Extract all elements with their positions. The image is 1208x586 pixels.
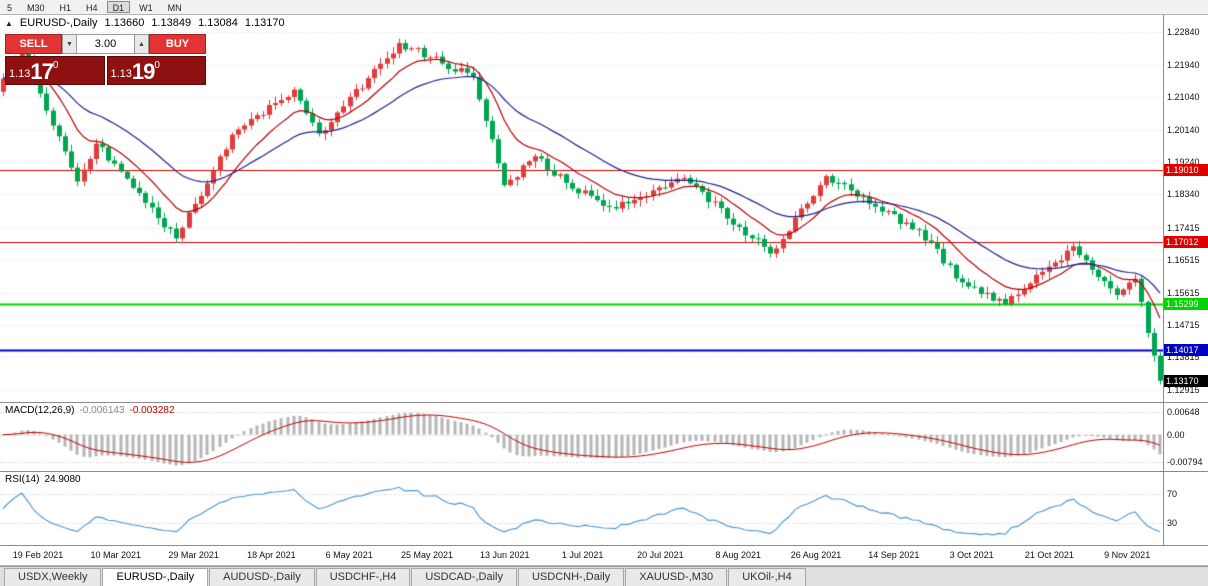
volume-input[interactable]: 3.00 (77, 34, 134, 54)
tab-xauusd-m30[interactable]: XAUUSD-,M30 (625, 568, 728, 586)
price-line-badge: 1.19010 (1164, 164, 1208, 177)
date-label: 21 Oct 2021 (1024, 550, 1074, 560)
rsi-axis-tick: 70 (1167, 488, 1178, 499)
macd-indicator-panel: 0.00648 0.00 -0.00794 MACD(12,26,9) -0.0061… (0, 403, 1208, 472)
price-chart-panel: 1.22840 1.21940 1.21040 1.20140 1.19240 1.183… (0, 15, 1208, 403)
tab-usdcnh-daily[interactable]: USDCNH-,Daily (517, 568, 625, 586)
date-label: 1 Jul 2021 (561, 550, 604, 560)
timeframe-button-w1[interactable]: W1 (139, 3, 153, 13)
ask-quote-panel[interactable]: 1.13 19 0 (106, 56, 206, 85)
date-label: 26 Aug 2021 (790, 550, 842, 560)
ask-big-digits: 19 (131, 59, 156, 84)
timeframe-button-h4[interactable]: H4 (86, 3, 98, 13)
tab-usdcad-daily[interactable]: USDCAD-,Daily (411, 568, 517, 586)
ohlc-open: 1.13660 (104, 17, 145, 29)
price-axis-tick: 1.16515 (1167, 255, 1200, 266)
price-axis-tick: 1.18340 (1167, 189, 1200, 200)
price-axis-tick: 1.21940 (1167, 59, 1200, 70)
price-axis-tick: 1.14715 (1167, 320, 1200, 331)
date-label: 3 Oct 2021 (949, 550, 994, 560)
bid-big-digits: 17 (30, 59, 54, 84)
date-label: 14 Sep 2021 (868, 550, 920, 560)
price-axis-tick: 1.19240 (1167, 157, 1200, 168)
price-axis-tick: 1.20140 (1167, 124, 1200, 135)
price-axis-tick: 1.17415 (1167, 222, 1200, 233)
date-label: 13 Jun 2021 (480, 550, 530, 560)
tab-ukoil-h4[interactable]: UKOil-,H4 (728, 568, 806, 586)
chart-header: ▲ EURUSD-,Daily 1.13660 1.13849 1.13084 … (5, 17, 285, 29)
uptick-icon: ▲ (5, 18, 13, 28)
price-axis-tick: 1.15615 (1167, 287, 1200, 298)
ohlc-high: 1.13849 (151, 17, 192, 29)
price-line-badge: 1.13170 (1164, 374, 1208, 387)
bid-pipette: 0 (52, 60, 59, 71)
price-axis[interactable]: 1.22840 1.21940 1.21040 1.20140 1.19240 1.183… (1163, 15, 1208, 402)
macd-signal-value: -0.003282 (129, 405, 175, 416)
macd-axis-tick: 0.00648 (1167, 407, 1200, 418)
rsi-axis[interactable]: 70 30 (1163, 472, 1208, 545)
macd-canvas (0, 403, 1163, 471)
tab-usdchf-h4[interactable]: USDCHF-,H4 (315, 568, 411, 586)
macd-axis-tick: -0.00794 (1167, 456, 1203, 467)
buy-button[interactable]: BUY (149, 34, 206, 54)
sell-button[interactable]: SELL (5, 34, 62, 54)
rsi-axis-tick: 30 (1167, 518, 1178, 529)
one-click-trade-widget: SELL ▼ 3.00 ▲ BUY 1.13 17 0 1.13 19 0 (5, 34, 206, 85)
timeframe-button-h1[interactable]: H1 (59, 3, 72, 13)
timeframe-button-d1[interactable]: D1 (106, 1, 131, 13)
chart-tab-bar: USDX,Weekly EURUSD-,Daily AUDUSD-,Daily USD… (0, 566, 1208, 586)
ohlc-close: 1.13170 (244, 17, 285, 29)
ask-pipette: 0 (154, 60, 160, 71)
ohlc-low: 1.13084 (198, 17, 238, 29)
date-label: 25 May 2021 (400, 550, 454, 560)
timeframe-button-mn[interactable]: MN (167, 3, 182, 13)
price-line-badge: 1.17012 (1164, 236, 1208, 249)
macd-label: MACD(12,26,9) -0.006143 -0.003282 (5, 405, 175, 416)
date-label: 20 Jul 2021 (637, 550, 684, 560)
tab-usdx-weekly[interactable]: USDX,Weekly (4, 568, 102, 586)
macd-axis-tick: 0.00 (1167, 429, 1185, 440)
date-label: 6 May 2021 (325, 550, 373, 560)
ask-prefix: 1.13 (110, 68, 132, 80)
time-axis[interactable]: 19 Feb 2021 10 Mar 2021 29 Mar 2021 18 Apr … (0, 546, 1208, 566)
volume-decrease-button[interactable]: ▼ (62, 34, 77, 54)
symbol-label: EURUSD-,Daily (19, 17, 98, 29)
bid-quote-panel[interactable]: 1.13 17 0 (5, 56, 105, 85)
timeframe-toolbar: 5 M30 H1 H4 D1 W1 MN (0, 0, 1208, 15)
date-label: 29 Mar 2021 (168, 550, 219, 560)
rsi-name: RSI(14) (5, 474, 40, 485)
rsi-indicator-panel: 70 30 RSI(14) 24.9080 (0, 472, 1208, 546)
date-label: 19 Feb 2021 (12, 550, 64, 560)
price-axis-tick: 1.21040 (1167, 92, 1200, 103)
trade-controls-row: SELL ▼ 3.00 ▲ BUY (5, 34, 206, 54)
date-label: 8 Aug 2021 (715, 550, 761, 560)
chevron-up-icon: ▲ (138, 40, 145, 48)
rsi-value: 24.9080 (44, 474, 81, 485)
macd-axis[interactable]: 0.00648 0.00 -0.00794 (1163, 403, 1208, 471)
bid-prefix: 1.13 (9, 68, 31, 80)
volume-increase-button[interactable]: ▲ (134, 34, 149, 54)
price-axis-tick: 1.22840 (1167, 27, 1200, 38)
quote-row: 1.13 17 0 1.13 19 0 (5, 56, 206, 85)
price-line-badge: 1.15299 (1164, 298, 1208, 311)
chevron-down-icon: ▼ (66, 40, 73, 48)
date-label: 9 Nov 2021 (1104, 550, 1151, 560)
timeframe-button-5[interactable]: 5 (7, 3, 13, 13)
macd-name: MACD(12,26,9) (5, 405, 75, 416)
date-label: 10 Mar 2021 (90, 550, 142, 560)
macd-main-value: -0.006143 (79, 405, 125, 416)
price-axis-tick: 1.13815 (1167, 352, 1200, 363)
rsi-canvas (0, 472, 1163, 545)
tab-eurusd-daily[interactable]: EURUSD-,Daily (102, 568, 209, 586)
price-axis-tick: 1.12915 (1167, 384, 1200, 395)
rsi-label: RSI(14) 24.9080 (5, 474, 81, 485)
price-line-badge: 1.14017 (1164, 344, 1208, 357)
date-label: 18 Apr 2021 (247, 550, 296, 560)
timeframe-button-m30[interactable]: M30 (27, 3, 45, 13)
tab-audusd-daily[interactable]: AUDUSD-,Daily (209, 568, 315, 586)
